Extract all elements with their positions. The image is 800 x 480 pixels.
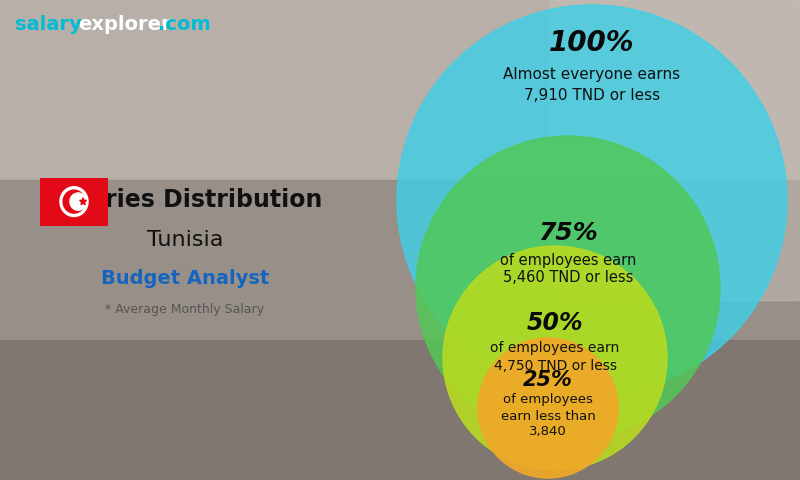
Text: salary: salary: [15, 15, 82, 35]
Circle shape: [416, 136, 720, 440]
Text: of employees earn: of employees earn: [490, 341, 620, 355]
Text: 50%: 50%: [526, 311, 583, 335]
Text: 7,910 TND or less: 7,910 TND or less: [524, 87, 660, 103]
Text: Tunisia: Tunisia: [147, 230, 223, 250]
Bar: [0, 0, 800, 180]
Circle shape: [397, 5, 787, 395]
Text: 100%: 100%: [550, 29, 634, 57]
Polygon shape: [80, 198, 86, 204]
Text: 5,460 TND or less: 5,460 TND or less: [503, 271, 633, 286]
Circle shape: [478, 338, 618, 478]
Circle shape: [70, 193, 86, 210]
Text: 3,840: 3,840: [529, 425, 567, 439]
Text: Budget Analyst: Budget Analyst: [101, 268, 269, 288]
Text: explorer: explorer: [78, 15, 170, 35]
Text: Salaries Distribution: Salaries Distribution: [48, 188, 322, 212]
Text: 4,750 TND or less: 4,750 TND or less: [494, 359, 617, 373]
Circle shape: [63, 190, 85, 213]
Bar: [0, 340, 800, 480]
Circle shape: [60, 187, 88, 216]
Bar: [550, 0, 800, 300]
Text: 75%: 75%: [538, 221, 598, 245]
Text: Almost everyone earns: Almost everyone earns: [503, 68, 681, 83]
Bar: [0, 180, 800, 340]
Text: .com: .com: [158, 15, 210, 35]
Text: of employees earn: of employees earn: [500, 252, 636, 267]
Text: earn less than: earn less than: [501, 409, 595, 422]
Text: of employees: of employees: [503, 394, 593, 407]
Circle shape: [443, 246, 667, 470]
Text: 25%: 25%: [523, 370, 573, 390]
Text: * Average Monthly Salary: * Average Monthly Salary: [106, 303, 265, 316]
